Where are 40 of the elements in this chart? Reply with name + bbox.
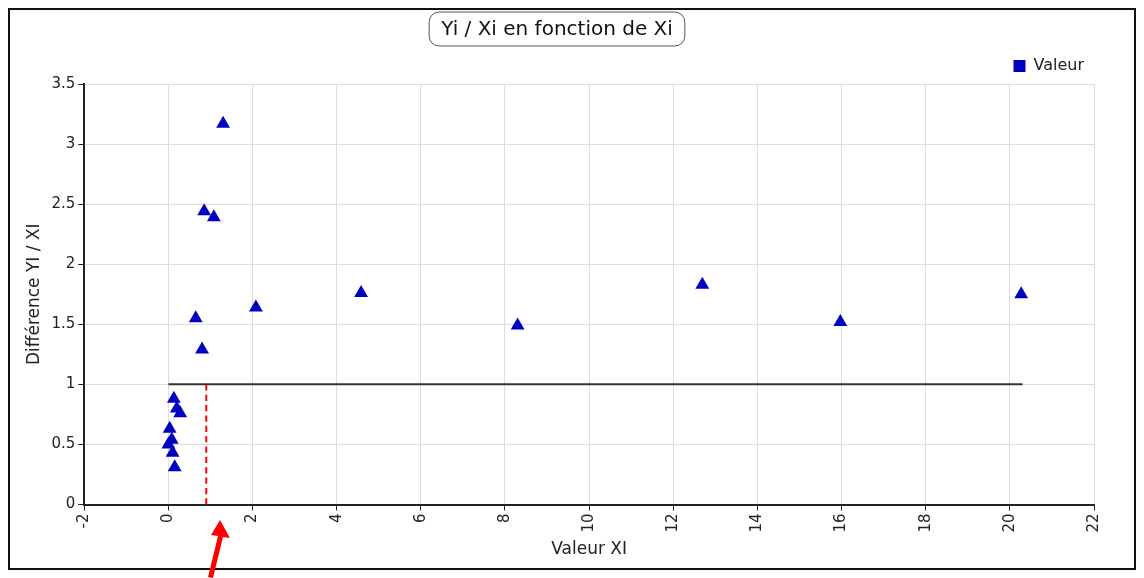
point — [173, 405, 188, 418]
point — [197, 203, 212, 216]
y-tick-label: 0.5 — [51, 434, 76, 453]
x-axis-title: Valeur XI — [551, 538, 627, 559]
point — [166, 390, 181, 403]
point — [188, 310, 203, 323]
y-tick-label: 2 — [65, 254, 76, 273]
point — [165, 444, 180, 457]
point — [248, 299, 263, 312]
point — [354, 285, 369, 298]
x-tick-label: 2 — [242, 513, 261, 524]
x-tick-label: 16 — [831, 513, 850, 533]
x-tick-label: 20 — [999, 513, 1018, 533]
y-tick-label: 2.5 — [51, 194, 76, 213]
y-tick-label: 1.5 — [51, 314, 76, 333]
point — [216, 115, 231, 128]
point — [195, 341, 209, 354]
x-tick-label: 22 — [1083, 513, 1102, 533]
x-tick-label: 14 — [747, 513, 766, 533]
x-tick-label: 6 — [410, 513, 429, 524]
chart-title: Yi / Xi en fonction de Xi — [440, 16, 673, 41]
y-tick-label: 3 — [65, 133, 76, 152]
y-axis-title: Différence YI / XI — [22, 223, 43, 366]
legend-label: Valeur — [1033, 55, 1085, 75]
y-tick-label: 1 — [65, 374, 76, 393]
point — [695, 276, 710, 289]
point — [510, 317, 525, 330]
y-tick-label: 3.5 — [51, 73, 76, 92]
x-tick-label: 8 — [494, 513, 513, 524]
point — [162, 420, 177, 433]
x-tick-label: 18 — [915, 513, 934, 533]
x-tick-label: 10 — [579, 513, 598, 533]
x-tick-label: -2 — [74, 513, 93, 529]
x-tick-label: 12 — [663, 513, 682, 533]
point — [1014, 286, 1029, 299]
x-tick-label: 4 — [326, 513, 345, 524]
point — [206, 209, 221, 222]
point — [167, 459, 182, 472]
point — [833, 313, 848, 326]
x-tick-label: 0 — [158, 513, 177, 524]
